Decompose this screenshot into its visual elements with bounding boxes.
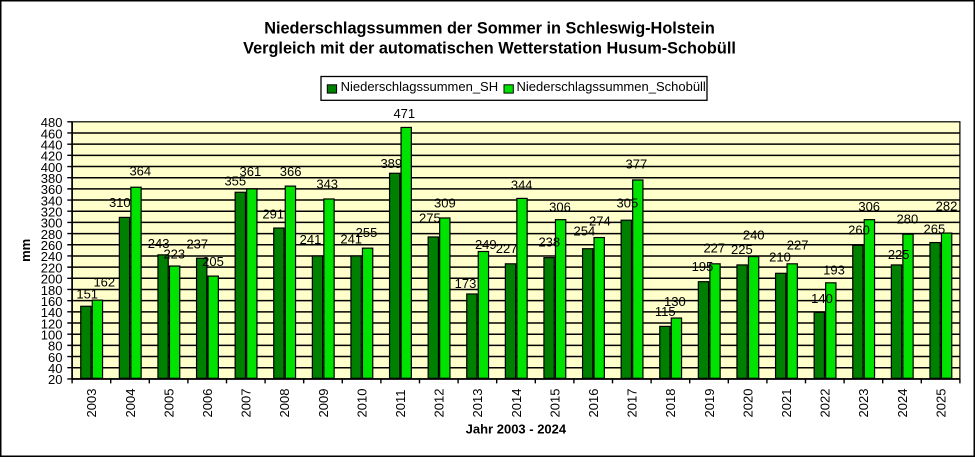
svg-text:2019: 2019 bbox=[702, 389, 717, 418]
svg-text:2017: 2017 bbox=[625, 389, 640, 418]
svg-text:2011: 2011 bbox=[393, 390, 408, 418]
svg-text:225: 225 bbox=[888, 247, 910, 262]
svg-text:20: 20 bbox=[48, 372, 62, 387]
svg-text:100: 100 bbox=[41, 327, 63, 342]
svg-text:193: 193 bbox=[823, 262, 845, 277]
svg-text:280: 280 bbox=[41, 227, 63, 242]
svg-text:243: 243 bbox=[148, 236, 170, 251]
svg-text:2008: 2008 bbox=[277, 389, 292, 418]
svg-text:237: 237 bbox=[186, 236, 208, 251]
svg-text:282: 282 bbox=[936, 199, 958, 214]
svg-text:220: 220 bbox=[41, 260, 63, 275]
svg-text:162: 162 bbox=[93, 275, 115, 290]
svg-text:280: 280 bbox=[897, 212, 919, 227]
svg-text:130: 130 bbox=[664, 294, 686, 309]
svg-text:320: 320 bbox=[41, 205, 63, 220]
svg-text:2013: 2013 bbox=[470, 389, 485, 418]
svg-text:80: 80 bbox=[48, 339, 62, 354]
svg-text:210: 210 bbox=[769, 250, 791, 265]
svg-text:223: 223 bbox=[163, 246, 185, 261]
svg-text:255: 255 bbox=[356, 225, 378, 240]
svg-text:2010: 2010 bbox=[354, 389, 369, 418]
svg-text:2006: 2006 bbox=[200, 389, 215, 418]
svg-text:2025: 2025 bbox=[933, 389, 948, 418]
svg-text:195: 195 bbox=[692, 259, 714, 274]
svg-text:115: 115 bbox=[655, 304, 676, 319]
svg-text:389: 389 bbox=[380, 156, 402, 171]
svg-text:2021: 2021 bbox=[779, 389, 794, 418]
svg-text:140: 140 bbox=[811, 291, 833, 306]
svg-text:Niederschlagssummen der Sommer: Niederschlagssummen der Sommer in Schles… bbox=[264, 19, 715, 37]
svg-text:225: 225 bbox=[731, 242, 753, 257]
svg-text:Vergleich mit der automatische: Vergleich mit der automatischen Wetterst… bbox=[243, 40, 736, 58]
svg-text:366: 366 bbox=[280, 164, 302, 179]
svg-text:300: 300 bbox=[41, 216, 63, 231]
svg-text:Niederschlagssummen_SH: Niederschlagssummen_SH bbox=[341, 79, 499, 94]
svg-text:305: 305 bbox=[617, 196, 639, 211]
svg-text:2007: 2007 bbox=[239, 389, 254, 418]
svg-text:Jahr 2003 - 2024: Jahr 2003 - 2024 bbox=[466, 422, 567, 437]
svg-text:471: 471 bbox=[393, 106, 415, 121]
svg-text:60: 60 bbox=[48, 350, 62, 365]
svg-text:241: 241 bbox=[340, 232, 362, 247]
svg-text:2004: 2004 bbox=[123, 389, 138, 418]
svg-text:364: 364 bbox=[129, 164, 151, 179]
svg-text:274: 274 bbox=[589, 214, 611, 229]
svg-text:480: 480 bbox=[41, 115, 63, 130]
svg-text:260: 260 bbox=[41, 238, 63, 253]
svg-text:309: 309 bbox=[434, 196, 456, 211]
svg-text:151: 151 bbox=[76, 286, 98, 301]
svg-text:2022: 2022 bbox=[818, 389, 833, 418]
svg-text:360: 360 bbox=[41, 182, 63, 197]
svg-text:2018: 2018 bbox=[663, 389, 678, 418]
svg-text:2023: 2023 bbox=[856, 389, 871, 418]
svg-text:2003: 2003 bbox=[84, 389, 99, 418]
svg-text:205: 205 bbox=[202, 254, 224, 269]
svg-text:2009: 2009 bbox=[316, 389, 331, 418]
svg-text:420: 420 bbox=[41, 149, 63, 164]
svg-text:275: 275 bbox=[419, 211, 441, 226]
svg-text:180: 180 bbox=[41, 283, 63, 298]
svg-text:440: 440 bbox=[41, 137, 63, 152]
svg-text:140: 140 bbox=[41, 305, 63, 320]
svg-text:306: 306 bbox=[858, 199, 880, 214]
svg-text:mm: mm bbox=[18, 239, 33, 262]
svg-text:2012: 2012 bbox=[432, 389, 447, 418]
svg-text:344: 344 bbox=[511, 178, 533, 193]
svg-text:173: 173 bbox=[455, 276, 477, 291]
svg-text:2024: 2024 bbox=[895, 389, 910, 418]
svg-text:120: 120 bbox=[41, 316, 63, 331]
svg-text:2005: 2005 bbox=[161, 389, 176, 418]
svg-text:240: 240 bbox=[41, 249, 63, 264]
svg-text:200: 200 bbox=[41, 272, 63, 287]
svg-text:2016: 2016 bbox=[586, 389, 601, 418]
svg-text:227: 227 bbox=[703, 241, 725, 256]
svg-text:240: 240 bbox=[743, 227, 765, 242]
svg-text:249: 249 bbox=[475, 237, 497, 252]
svg-text:361: 361 bbox=[240, 164, 262, 179]
svg-text:265: 265 bbox=[924, 221, 946, 236]
svg-text:306: 306 bbox=[549, 199, 571, 214]
svg-text:460: 460 bbox=[41, 126, 63, 141]
svg-text:238: 238 bbox=[538, 235, 560, 250]
svg-text:343: 343 bbox=[316, 176, 338, 191]
svg-text:310: 310 bbox=[109, 195, 131, 210]
svg-text:227: 227 bbox=[787, 237, 809, 252]
svg-text:Niederschlagssummen_Schobüll: Niederschlagssummen_Schobüll bbox=[517, 79, 706, 94]
svg-text:340: 340 bbox=[41, 193, 63, 208]
svg-text:2014: 2014 bbox=[509, 389, 524, 418]
svg-text:2020: 2020 bbox=[740, 389, 755, 418]
svg-text:355: 355 bbox=[224, 173, 246, 188]
svg-text:291: 291 bbox=[262, 206, 284, 221]
svg-text:40: 40 bbox=[48, 361, 62, 376]
svg-text:260: 260 bbox=[848, 223, 870, 238]
svg-text:160: 160 bbox=[41, 294, 63, 309]
svg-text:227: 227 bbox=[496, 241, 518, 256]
svg-text:377: 377 bbox=[626, 157, 648, 172]
svg-text:2015: 2015 bbox=[547, 389, 562, 418]
svg-text:380: 380 bbox=[41, 171, 63, 186]
svg-text:241: 241 bbox=[300, 232, 322, 247]
svg-text:400: 400 bbox=[41, 160, 63, 175]
svg-text:254: 254 bbox=[574, 223, 596, 238]
